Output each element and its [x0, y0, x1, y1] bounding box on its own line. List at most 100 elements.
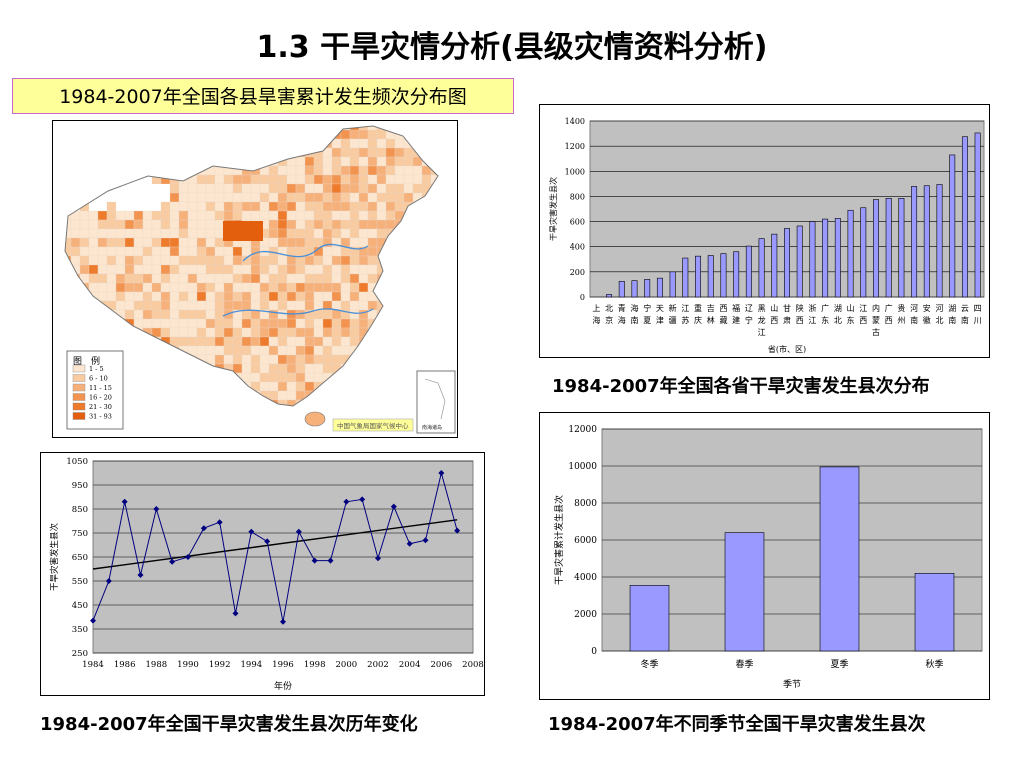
map-tile: [223, 210, 234, 221]
map-tile: [313, 363, 324, 374]
data-point: [343, 498, 350, 505]
legend-label: 1 - 5: [89, 365, 104, 373]
map-tile: [151, 282, 162, 293]
map-tile: [331, 147, 342, 158]
map-tile: [151, 300, 162, 311]
map-tile: [223, 201, 234, 212]
map-tile: [152, 193, 161, 202]
map-tile: [295, 336, 306, 347]
map-tile: [259, 336, 270, 347]
map-tile: [205, 300, 216, 311]
map-tile: [268, 183, 279, 194]
map-tile: [340, 336, 351, 347]
map-border: [64, 125, 439, 407]
map-tile: [259, 174, 270, 185]
map-tile: [187, 228, 198, 239]
map-tile: [241, 318, 252, 329]
map-tile: [214, 183, 225, 194]
map-tile: [331, 264, 342, 275]
map-tile: [340, 327, 351, 338]
map-tile: [322, 219, 333, 230]
map-tile: [349, 219, 360, 230]
map-tile: [223, 354, 234, 365]
map-tile: [214, 327, 225, 338]
map-tile: [304, 237, 315, 248]
x-tick-label: 2002: [367, 660, 389, 670]
map-tile: [304, 192, 315, 203]
x-tick-label: 福: [732, 304, 740, 313]
map-tile: [340, 174, 351, 185]
map-tile: [169, 210, 180, 221]
map-legend-title: 图 例: [73, 355, 100, 367]
map-tile: [286, 165, 297, 176]
map-tile: [97, 237, 108, 248]
map-tile: [169, 246, 180, 257]
map-tile: [367, 264, 378, 275]
map-tile: [421, 174, 432, 185]
bar: [733, 251, 740, 298]
map-tile: [349, 309, 360, 320]
map-tile: [223, 183, 234, 194]
map-tile: [304, 354, 315, 365]
map-tile: [259, 291, 270, 302]
map-tile: [214, 264, 225, 275]
map-tile: [196, 210, 207, 221]
x-tick-label: 东: [821, 315, 829, 325]
map-tile: [259, 327, 270, 338]
map-tile: [313, 183, 324, 194]
map-tile: [241, 354, 252, 365]
map-tile: [241, 183, 252, 194]
map-tile: [277, 210, 288, 221]
map-tile: [322, 165, 333, 176]
map-tile: [205, 336, 216, 347]
map-tile: [106, 246, 117, 257]
map-tile: [322, 183, 333, 194]
map-tile: [358, 300, 369, 311]
map-tile: [151, 318, 162, 329]
map-tile: [232, 318, 243, 329]
y-tick-label: 4000: [574, 573, 597, 583]
data-point: [137, 572, 144, 578]
map-tile: [97, 210, 108, 221]
map-tile: [205, 318, 216, 329]
map-tile: [295, 183, 306, 194]
map-tile: [322, 156, 333, 167]
map-tile: [152, 202, 161, 211]
map-tile: [268, 210, 279, 221]
map-tile: [241, 210, 252, 221]
x-tick-label: 云: [961, 304, 969, 313]
map-tile: [295, 228, 306, 239]
map-tile: [178, 246, 189, 257]
map-tile: [187, 237, 198, 248]
legend-swatch: [72, 364, 86, 373]
map-tile: [214, 336, 225, 347]
map-tile: [340, 282, 351, 293]
map-tile: [295, 282, 306, 293]
data-point: [390, 503, 397, 510]
season-chart-caption: 1984-2007年不同季节全国干旱灾害发生县次: [548, 714, 926, 735]
map-tile: [223, 318, 234, 329]
map-tile: [178, 228, 189, 239]
map-tile: [340, 228, 351, 239]
map-tile: [394, 174, 405, 185]
map-tile: [196, 219, 207, 230]
x-tick-label: 海: [618, 315, 626, 325]
map-tile: [142, 237, 153, 248]
map-tile: [143, 184, 152, 193]
map-tile: [241, 345, 252, 356]
map-tile: [160, 309, 171, 320]
map-tile: [268, 237, 279, 248]
map-tile: [232, 354, 243, 365]
map-tile: [331, 300, 342, 311]
map-tile: [349, 228, 360, 239]
map-tile: [250, 183, 261, 194]
map-tile: [133, 246, 144, 257]
x-axis-label: 年份: [274, 680, 292, 692]
map-tile: [376, 192, 387, 203]
x-tick-label: 2004: [399, 660, 421, 670]
map-tile: [286, 363, 297, 374]
map-tile: [178, 327, 189, 338]
map-tile: [268, 336, 279, 347]
map-tile: [259, 192, 270, 203]
